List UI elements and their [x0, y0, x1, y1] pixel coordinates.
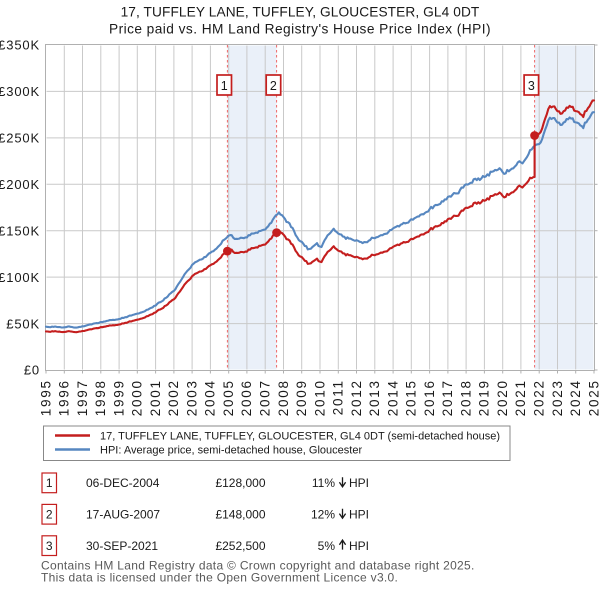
svg-text:£252,500: £252,500 — [215, 539, 265, 553]
svg-text:2017: 2017 — [440, 379, 455, 416]
svg-text:£148,000: £148,000 — [215, 507, 265, 521]
svg-text:2020: 2020 — [495, 379, 510, 416]
svg-text:2021: 2021 — [513, 379, 528, 416]
svg-text:2024: 2024 — [568, 379, 583, 416]
svg-text:17, TUFFLEY LANE, TUFFLEY, GLO: 17, TUFFLEY LANE, TUFFLEY, GLOUCESTER, G… — [100, 431, 500, 443]
svg-text:11%: 11% — [312, 476, 335, 490]
svg-text:1: 1 — [46, 476, 53, 490]
svg-text:Contains HM Land Registry data: Contains HM Land Registry data © Crown c… — [41, 559, 475, 573]
svg-text:£100K: £100K — [0, 270, 40, 285]
svg-text:1997: 1997 — [75, 379, 90, 416]
svg-text:1998: 1998 — [93, 379, 108, 416]
svg-text:2018: 2018 — [458, 379, 473, 416]
svg-text:2016: 2016 — [422, 379, 437, 416]
svg-text:2009: 2009 — [294, 379, 309, 416]
svg-text:2023: 2023 — [550, 379, 565, 416]
svg-text:2: 2 — [270, 79, 277, 93]
svg-text:This data is licensed under th: This data is licensed under the Open Gov… — [41, 571, 398, 585]
svg-text:2025: 2025 — [586, 379, 600, 416]
svg-text:2014: 2014 — [385, 379, 400, 416]
svg-text:£300K: £300K — [0, 84, 40, 99]
svg-text:17-AUG-2007: 17-AUG-2007 — [86, 507, 160, 521]
svg-text:1995: 1995 — [38, 379, 53, 416]
svg-text:2: 2 — [46, 508, 53, 522]
svg-text:17, TUFFLEY LANE, TUFFLEY, GLO: 17, TUFFLEY LANE, TUFFLEY, GLOUCESTER, G… — [121, 5, 480, 20]
svg-text:HPI: HPI — [349, 539, 369, 553]
svg-text:2006: 2006 — [239, 379, 254, 416]
svg-text:2011: 2011 — [331, 379, 346, 415]
svg-text:2019: 2019 — [477, 379, 492, 416]
svg-text:2022: 2022 — [532, 379, 547, 416]
svg-text:HPI: Average price, semi-detac: HPI: Average price, semi-detached house,… — [100, 445, 362, 457]
svg-text:2000: 2000 — [130, 379, 145, 416]
svg-text:1996: 1996 — [57, 379, 72, 416]
svg-text:HPI: HPI — [349, 476, 369, 490]
svg-text:£350K: £350K — [0, 38, 40, 53]
svg-text:3: 3 — [528, 79, 535, 93]
svg-text:£250K: £250K — [0, 131, 40, 146]
svg-text:2005: 2005 — [221, 379, 236, 416]
svg-text:£150K: £150K — [0, 223, 40, 238]
svg-text:£128,000: £128,000 — [215, 476, 265, 490]
svg-text:1: 1 — [221, 79, 228, 93]
svg-text:2001: 2001 — [148, 379, 163, 416]
svg-text:30-SEP-2021: 30-SEP-2021 — [86, 539, 158, 553]
svg-text:2008: 2008 — [276, 379, 291, 416]
svg-text:2007: 2007 — [258, 379, 273, 416]
svg-text:2012: 2012 — [349, 379, 364, 416]
svg-text:2013: 2013 — [367, 379, 382, 416]
svg-text:1999: 1999 — [111, 379, 126, 416]
svg-text:£50K: £50K — [6, 316, 40, 331]
svg-text:HPI: HPI — [349, 507, 369, 521]
svg-text:2010: 2010 — [312, 379, 327, 416]
svg-text:12%: 12% — [311, 507, 335, 521]
svg-text:06-DEC-2004: 06-DEC-2004 — [86, 476, 160, 490]
svg-text:2004: 2004 — [203, 379, 218, 416]
svg-text:Price paid vs. HM Land Registr: Price paid vs. HM Land Registry's House … — [109, 22, 491, 37]
svg-text:£0: £0 — [24, 363, 40, 378]
svg-text:5%: 5% — [318, 539, 336, 553]
svg-text:3: 3 — [46, 539, 53, 553]
svg-text:2015: 2015 — [404, 379, 419, 416]
svg-text:2003: 2003 — [184, 379, 199, 416]
svg-text:£200K: £200K — [0, 177, 40, 192]
svg-text:2002: 2002 — [166, 379, 181, 416]
